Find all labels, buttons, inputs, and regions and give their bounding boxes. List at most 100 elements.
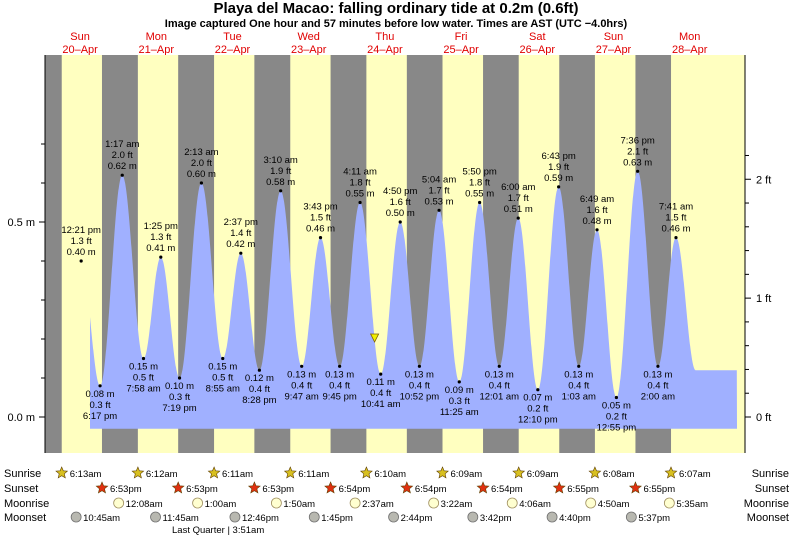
tide-point — [516, 216, 520, 220]
tide-ft-label: 1.4 ft — [230, 228, 251, 239]
sunrise-icon — [131, 466, 145, 479]
moonrise-icon — [349, 497, 361, 509]
moonrise-icon — [270, 497, 282, 509]
day-date: 26–Apr — [520, 44, 556, 56]
moon-phase: Last Quarter | 3:51am — [172, 525, 264, 536]
tide-point — [536, 388, 540, 392]
moonrise-label-right: Moonrise — [744, 498, 789, 510]
current-level-marker — [369, 333, 380, 343]
sunset-icon — [400, 481, 414, 494]
tide-ft-label: 2.1 ft — [627, 146, 648, 157]
tide-time-label: 11:25 am — [440, 407, 479, 418]
day-name: Thu — [375, 31, 394, 43]
day-date: 25–Apr — [443, 44, 479, 56]
tide-ft-label: 1.9 ft — [548, 162, 569, 173]
moonrise-icon — [585, 497, 597, 509]
tide-point — [177, 376, 182, 380]
tide-ft-label: 1.8 ft — [469, 178, 490, 189]
sunrise-time: 6:12am — [146, 469, 178, 480]
tide-ft-label: 1.9 ft — [270, 166, 291, 177]
sunrise-label-right: Sunrise — [752, 468, 789, 480]
tide-time-label: 12:21 pm — [61, 225, 101, 236]
day-name: Tue — [223, 31, 242, 43]
moonrise-icon — [663, 497, 675, 509]
plot-area: 12:21 pm1.3 ft0.40 m0.08 m0.3 ft6:17 pm1… — [45, 55, 745, 453]
day-name: Mon — [679, 31, 700, 43]
tide-m-label: 0.42 m — [226, 239, 255, 250]
tide-time-label: 2:13 am — [184, 147, 218, 158]
tide-point — [141, 356, 146, 361]
day-date: 20–Apr — [62, 44, 98, 56]
tide-m-label: 0.46 m — [306, 224, 335, 235]
moonset-time: 4:40pm — [559, 513, 591, 524]
tide-point — [674, 236, 678, 240]
sunrise-time: 6:13am — [70, 469, 102, 480]
tide-time-label: 1:17 am — [105, 139, 139, 150]
sunrise-time: 6:07am — [679, 469, 711, 480]
tide-area — [90, 171, 737, 429]
tide-time-label: 5:04 am — [422, 174, 456, 185]
sunset-time: 6:54pm — [491, 484, 523, 495]
moonset-icon — [388, 511, 399, 523]
right-axis: 0 ft 1 ft 2 ft — [744, 55, 771, 453]
sunset-time: 6:55pm — [567, 484, 599, 495]
tide-m-label: 0.60 m — [187, 169, 216, 180]
tide-time-label: 6:43 pm — [541, 151, 575, 162]
tide-point — [636, 169, 640, 173]
moonset-label-right: Moonset — [747, 512, 789, 524]
tide-time-label: 12:01 am — [479, 391, 519, 402]
tide-m-label: 0.13 m — [485, 369, 514, 380]
moonset-time: 12:46pm — [242, 513, 279, 524]
tide-m-label: 0.63 m — [623, 157, 652, 168]
sunset-time: 6:54pm — [339, 484, 371, 495]
day-name: Sun — [604, 31, 624, 43]
sunrise-icon — [283, 466, 297, 479]
tide-m-label: 0.13 m — [405, 369, 434, 380]
tide-m-label: 0.10 m — [165, 381, 194, 392]
tide-time-label: 12:10 pm — [518, 415, 558, 426]
moonset-icon — [70, 511, 82, 523]
sunset-icon — [552, 481, 566, 494]
tide-time-label: 12:55 pm — [597, 423, 637, 434]
tide-m-label: 0.09 m — [445, 385, 474, 396]
tide-ft-label: 1.3 ft — [150, 232, 171, 243]
sunset-time: 6:55pm — [643, 484, 675, 495]
sunset-time: 6:53pm — [262, 484, 294, 495]
tide-ft-label: 1.7 ft — [508, 193, 529, 204]
sunset-label-right: Sunset — [755, 483, 789, 495]
tide-m-label: 0.50 m — [386, 208, 415, 219]
tide-m-label: 0.53 m — [425, 196, 454, 207]
tide-m-label: 0.08 m — [86, 389, 115, 400]
moonset-time: 11:45am — [163, 513, 199, 524]
moonrise-time: 1:00am — [205, 499, 237, 510]
tide-m-label: 0.41 m — [146, 243, 175, 254]
sunrise-label-left: Sunrise — [4, 468, 41, 480]
moonset-time: 10:45am — [83, 513, 120, 524]
tide-m-label: 0.55 m — [346, 189, 375, 200]
tide-point — [437, 208, 441, 212]
tide-ft-label: 0.2 ft — [606, 412, 627, 423]
moonset-icon — [467, 511, 479, 523]
tide-m-label: 0.11 m — [367, 377, 395, 388]
tide-time-label: 3:43 pm — [303, 202, 337, 213]
tide-point — [379, 372, 383, 376]
almanac-rows: Sunrise Sunset Moonrise Moonset Sunrise … — [4, 466, 789, 536]
tide-point — [457, 380, 461, 384]
sunset-icon — [628, 481, 642, 494]
tide-m-label: 0.46 m — [661, 224, 690, 235]
sunset-icon — [247, 481, 261, 494]
tide-m-label: 0.13 m — [325, 369, 354, 380]
tide-time-label: 2:00 am — [641, 391, 675, 402]
tide-time-label: 1:03 am — [562, 391, 596, 402]
tide-ft-label: 1.3 ft — [71, 236, 92, 247]
moonrise-time: 3:22am — [441, 499, 473, 510]
tide-time-label: 3:10 am — [263, 155, 297, 166]
tide-m-label: 0.51 m — [504, 204, 533, 215]
sunrise-time: 6:08am — [603, 469, 635, 480]
moonrise-time: 4:50am — [598, 499, 630, 510]
sunrise-icon — [207, 466, 221, 479]
tide-point — [577, 364, 581, 368]
tide-point — [557, 185, 561, 189]
tide-point — [98, 384, 102, 388]
